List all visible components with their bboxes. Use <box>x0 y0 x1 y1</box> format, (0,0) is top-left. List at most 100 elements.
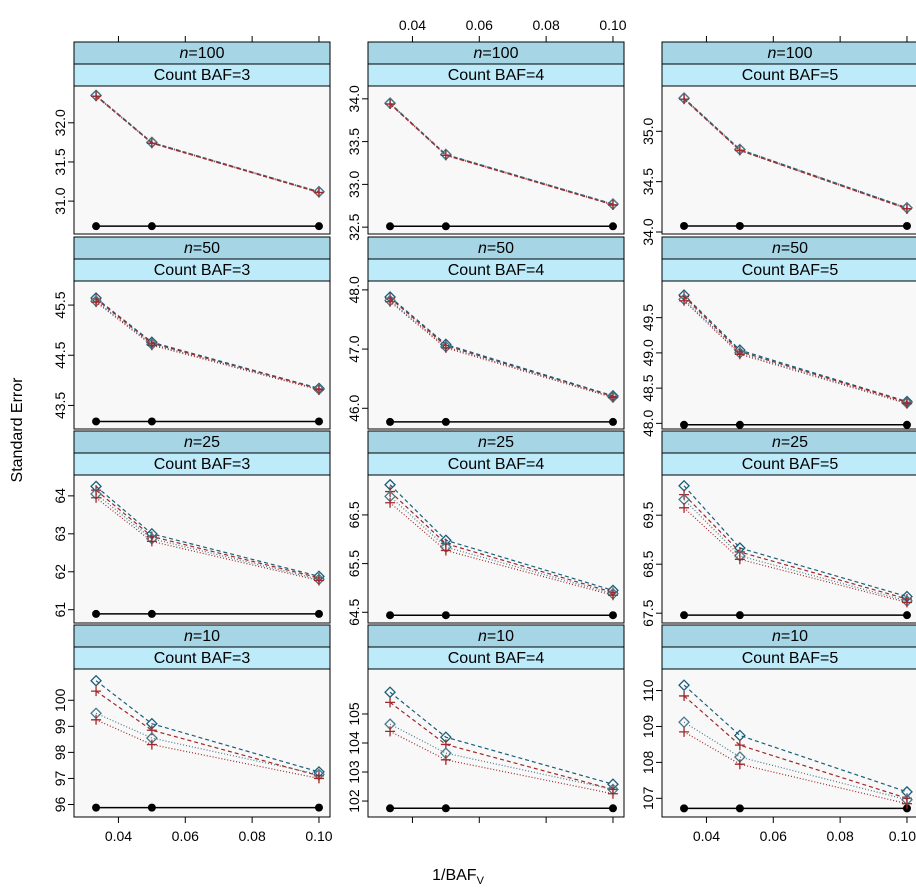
plot-area <box>73 85 331 235</box>
panel-n25-3: n=25 Count BAF=3 61 62 63 64 <box>52 430 331 624</box>
y-tick-label: 34.0 <box>640 218 656 245</box>
y-tick-label: 49.0 <box>640 339 656 366</box>
y-tick-label: 48.0 <box>640 410 656 437</box>
reference-point <box>735 611 744 620</box>
series-4-point <box>146 340 157 351</box>
y-tick-label: 66.5 <box>346 501 362 528</box>
x-axis-title: 1/BAFV <box>432 867 484 887</box>
series-4-point <box>440 545 451 556</box>
strip-n-value: =100 <box>776 45 812 62</box>
y-tick-label: 34.5 <box>640 168 656 195</box>
bottom-x-tick-label: 0.10 <box>305 828 332 844</box>
series-1-point <box>678 679 690 692</box>
bottom-x-tick-label: 0.06 <box>760 828 787 844</box>
reference-point <box>680 221 689 230</box>
reference-point <box>608 611 617 620</box>
y-tick-label: 96 <box>52 796 68 812</box>
plot-area <box>73 668 331 818</box>
y-tick-label: 48.5 <box>640 374 656 401</box>
reference-point <box>680 420 689 429</box>
bottom-x-tick-label: 0.08 <box>239 828 266 844</box>
series-4-point <box>313 187 324 198</box>
strip-n-value: =25 <box>487 434 514 451</box>
panel-n50-4: n=50 Count BAF=4 46.0 47.0 48.0 <box>346 236 625 430</box>
strip-n-value: =100 <box>482 45 518 62</box>
strip-n-symbol: n <box>478 434 487 451</box>
plot-area <box>73 474 331 624</box>
series-2-line <box>389 701 614 791</box>
series-4-point <box>385 497 396 508</box>
y-tick-label: 31.5 <box>52 148 68 175</box>
series-4-point <box>440 342 451 353</box>
strip-baf-label: Count BAF=4 <box>448 67 545 84</box>
reference-point <box>92 222 101 231</box>
series-4-line <box>683 731 908 805</box>
strip-baf-label: Count BAF=3 <box>154 67 251 84</box>
y-tick-label: 64 <box>52 488 68 504</box>
strip-n-label: n=50 <box>478 240 514 257</box>
series-4-point <box>679 295 690 306</box>
strip-baf-label: Count BAF=3 <box>154 456 251 473</box>
reference-point <box>314 417 323 426</box>
reference-point <box>902 611 911 620</box>
y-tick-label: 44.5 <box>52 341 68 368</box>
reference-point <box>902 420 911 429</box>
bottom-x-tick-label: 0.06 <box>172 828 199 844</box>
strip-n-label: n=100 <box>180 45 225 62</box>
y-tick-label: 98 <box>52 744 68 760</box>
series-4-point <box>734 349 745 360</box>
series-4-point <box>440 754 451 765</box>
series-4-line <box>95 719 320 780</box>
y-tick-label: 31.0 <box>52 187 68 214</box>
strip-baf-label: Count BAF=4 <box>448 262 545 279</box>
reference-point <box>147 803 156 812</box>
panel-n50-5: n=50 Count BAF=5 48.0 48.5 49.0 49.5 <box>640 236 916 437</box>
y-tick-label: 67.5 <box>640 599 656 626</box>
strip-n-value: =25 <box>193 434 220 451</box>
reference-point <box>680 804 689 813</box>
top-x-tick-label: 0.10 <box>599 17 626 33</box>
plot-area <box>661 668 916 818</box>
series-2-point <box>385 697 396 708</box>
series-4-point <box>91 492 102 503</box>
y-tick-label: 105 <box>346 702 362 726</box>
y-axis-title: Standard Error <box>9 377 26 483</box>
reference-point <box>314 222 323 231</box>
plot-area <box>367 280 625 430</box>
series-1-point <box>90 674 102 687</box>
series-4-point <box>679 726 690 737</box>
y-tick-label: 102 <box>346 789 362 813</box>
reference-point <box>386 804 395 813</box>
y-tick-label: 107 <box>640 786 656 810</box>
y-tick-label: 32.0 <box>52 109 68 136</box>
series-4-point <box>901 203 912 214</box>
reference-point <box>147 222 156 231</box>
strip-n-value: =50 <box>781 240 808 257</box>
y-tick-label: 45.5 <box>52 291 68 318</box>
plot-area <box>367 474 625 624</box>
strip-baf-label: Count BAF=5 <box>742 67 839 84</box>
strip-n-value: =50 <box>487 240 514 257</box>
y-tick-label: 69.5 <box>640 501 656 528</box>
reference-point <box>314 803 323 812</box>
series-4-point <box>901 798 912 809</box>
series-4-point <box>146 739 157 750</box>
series-4-point <box>734 759 745 770</box>
panel-n25-4: n=25 Count BAF=4 64.5 65.5 66.5 <box>346 430 625 626</box>
panel-n100-3: n=100 Count BAF=3 31.0 31.5 32.0 <box>52 41 331 235</box>
strip-n-label: n=100 <box>474 45 519 62</box>
strip-baf-label: Count BAF=5 <box>742 650 839 667</box>
strip-n-symbol: n <box>768 45 777 62</box>
reference-point <box>608 417 617 426</box>
y-tick-label: 64.5 <box>346 598 362 625</box>
strip-n-value: =50 <box>193 240 220 257</box>
series-2-line <box>683 695 908 799</box>
series-2-point <box>91 686 102 697</box>
series-2-point <box>734 740 745 751</box>
top-x-tick-label: 0.06 <box>466 17 493 33</box>
strip-n-symbol: n <box>772 628 781 645</box>
series-2-point <box>679 690 690 701</box>
series-4-point <box>385 296 396 307</box>
y-tick-label: 34.0 <box>346 85 362 112</box>
